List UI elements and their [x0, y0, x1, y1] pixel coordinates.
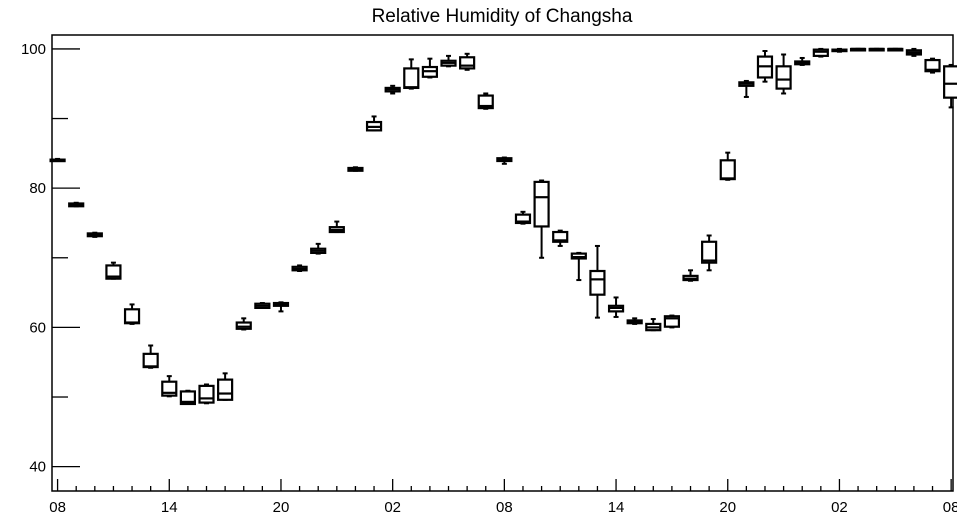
- box-series: [49, 47, 957, 406]
- box-plot-mark: [701, 234, 718, 272]
- box-body: [924, 58, 941, 73]
- box-plot-mark: [68, 201, 85, 208]
- box-plot-mark: [775, 53, 792, 95]
- plot-frame: [51, 34, 954, 492]
- box-plot-mark: [179, 389, 196, 406]
- box-body: [533, 180, 550, 228]
- box-plot-mark: [682, 269, 699, 282]
- box-plot-mark: [812, 47, 829, 58]
- box-plot-mark: [291, 264, 308, 273]
- box-plot-mark: [943, 63, 957, 109]
- box-body: [589, 269, 606, 296]
- box-plot-mark: [272, 301, 290, 313]
- box-plot-mark: [235, 317, 252, 331]
- box-plot-mark: [738, 79, 755, 98]
- box-plot-mark: [123, 303, 141, 325]
- box-plot-mark: [496, 156, 513, 165]
- box-plot-mark: [403, 58, 420, 90]
- box-plot-mark: [161, 375, 178, 398]
- box-plot-mark: [570, 251, 587, 282]
- box-plot-mark: [328, 220, 345, 234]
- x-tick-label: 08: [496, 499, 513, 516]
- box-body: [943, 65, 957, 99]
- box-plot-mark: [905, 47, 923, 57]
- box-plot-mark: [217, 372, 234, 401]
- box-plot-mark: [589, 244, 606, 319]
- box-plot-mark: [421, 57, 438, 79]
- box-plot-mark: [868, 47, 885, 52]
- box-body: [198, 384, 215, 404]
- box-plot-mark: [440, 54, 457, 68]
- x-tick-label: 08: [49, 499, 66, 516]
- y-tick-label: 60: [29, 319, 46, 336]
- box-plot-mark: [849, 47, 867, 52]
- x-tick-label: 20: [719, 499, 736, 516]
- box-body: [663, 315, 681, 328]
- box-body: [719, 159, 736, 181]
- box-plot-mark: [663, 314, 681, 329]
- box-plot-mark: [533, 179, 550, 259]
- x-tick-label: 20: [273, 499, 290, 516]
- box-plot-mark: [459, 52, 476, 71]
- box-body: [701, 240, 718, 264]
- box-plot-mark: [254, 302, 271, 310]
- x-tick-label: 14: [161, 499, 178, 516]
- x-axis: 08 14 20 02 08 14 20 02 08: [49, 479, 957, 516]
- y-tick-label: 40: [29, 459, 46, 476]
- box-body: [775, 65, 792, 90]
- box-plot-mark: [310, 242, 327, 255]
- box-plot-mark: [347, 166, 364, 172]
- box-plot-mark: [719, 151, 736, 181]
- box-plot-mark: [831, 47, 848, 53]
- y-tick-label: 100: [21, 41, 46, 58]
- box-plot-mark: [477, 92, 494, 110]
- box-plot-mark: [49, 157, 66, 163]
- box-plot-mark: [887, 47, 904, 52]
- box-body: [459, 56, 476, 70]
- box-plot-mark: [142, 344, 159, 369]
- box-plot-mark: [645, 318, 662, 332]
- x-tick-label: 08: [943, 499, 957, 516]
- box-body: [552, 230, 569, 243]
- box-plot-mark: [105, 261, 122, 280]
- box-body: [142, 352, 159, 369]
- box-body: [123, 308, 141, 325]
- box-plot-mark: [86, 231, 103, 238]
- box-body: [403, 67, 420, 90]
- box-plot-mark: [365, 115, 383, 132]
- box-plot-mark: [514, 210, 532, 225]
- y-axis: 40 60 80 100: [21, 41, 80, 476]
- box-plot-mark: [626, 317, 643, 325]
- chart-title: Relative Humidity of Changsha: [372, 6, 633, 27]
- box-body: [105, 264, 122, 280]
- box-plot-mark: [607, 296, 625, 318]
- box-plot-mark: [924, 57, 941, 74]
- x-tick-label: 02: [831, 499, 848, 516]
- box-plot-mark: [198, 383, 215, 405]
- x-tick-label: 14: [608, 499, 625, 516]
- y-tick-label: 80: [29, 180, 46, 197]
- box-plot-mark: [552, 229, 569, 247]
- box-body: [217, 378, 234, 401]
- x-tick-label: 02: [384, 499, 401, 516]
- box-plot-mark: [794, 56, 811, 66]
- box-body: [514, 213, 532, 225]
- box-plot-mark: [756, 50, 774, 83]
- box-plot-mark: [384, 84, 401, 95]
